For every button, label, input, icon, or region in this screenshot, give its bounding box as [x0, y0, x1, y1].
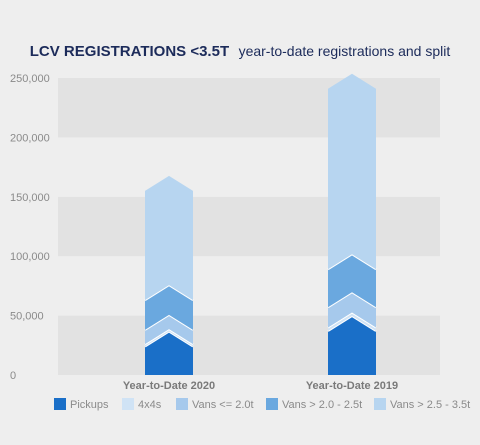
y-tick-label: 0: [10, 370, 16, 382]
grid-band: [58, 256, 440, 316]
legend: Pickups 4x4s Vans <= 2.0t Vans > 2.0 - 2.5t…: [54, 398, 470, 411]
y-tick-label: 100,000: [10, 251, 50, 263]
bar-segment: [328, 292, 376, 328]
legend-swatch: [176, 398, 188, 410]
grid-band: [58, 196, 440, 257]
y-tick-label: 150,000: [10, 192, 50, 204]
x-category-label: Year-to-Date 2020: [123, 380, 215, 392]
bar-segment: [145, 175, 193, 301]
grid-band: [58, 78, 440, 138]
legend-label: Pickups: [70, 399, 109, 411]
y-axis-ticks: 0 50,000 100,000 150,000 200,000 250,000: [10, 73, 50, 382]
bar-segment: [145, 331, 193, 375]
bar-segment: [328, 254, 376, 308]
chart-title: LCV REGISTRATIONS <3.5T year-to-date reg…: [30, 43, 451, 60]
legend-label: Vans <= 2.0t: [192, 399, 254, 411]
chart-title-sub: year-to-date registrations and split: [239, 43, 451, 59]
bar-segment: [145, 314, 193, 345]
bar-segment: [145, 285, 193, 330]
chart-title-main: LCV REGISTRATIONS <3.5T: [30, 43, 229, 60]
legend-label: 4x4s: [138, 399, 162, 411]
grid-bands: [58, 78, 440, 375]
legend-swatch: [374, 398, 386, 410]
y-tick-label: 200,000: [10, 132, 50, 144]
y-tick-label: 250,000: [10, 73, 50, 85]
grid-band: [58, 137, 440, 197]
bar-segment: [328, 316, 376, 375]
x-axis-categories: Year-to-Date 2020 Year-to-Date 2019: [123, 380, 398, 392]
x-category-label: Year-to-Date 2019: [306, 380, 398, 392]
bars: [144, 73, 377, 375]
legend-label: Vans > 2.0 - 2.5t: [282, 399, 362, 411]
legend-swatch: [266, 398, 278, 410]
grid-band: [58, 315, 440, 375]
legend-swatch: [122, 398, 134, 410]
bar-segment: [328, 73, 376, 270]
legend-swatch: [54, 398, 66, 410]
legend-label: Vans > 2.5 - 3.5t: [390, 399, 470, 411]
y-tick-label: 50,000: [10, 311, 44, 323]
